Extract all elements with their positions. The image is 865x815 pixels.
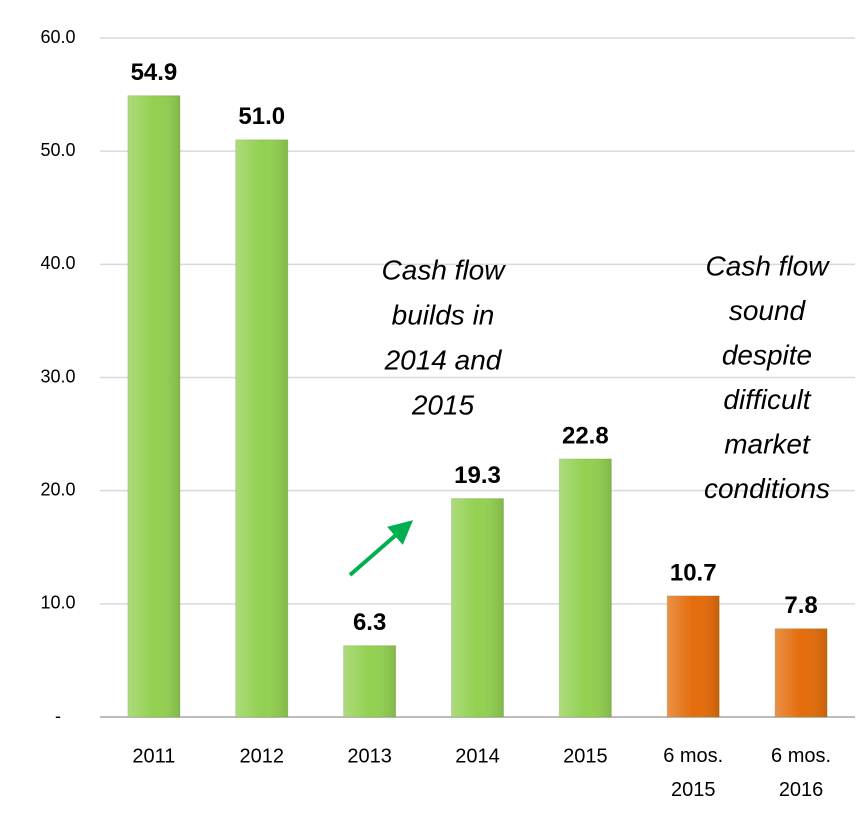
x-tick-label: 6 mos. 2016 <box>771 745 831 801</box>
y-tick-label: 10.0 <box>40 593 75 613</box>
y-tick-label: 30.0 <box>40 366 75 386</box>
x-tick-label: 2015 <box>563 745 608 767</box>
bar <box>127 95 181 718</box>
annotation: Cash flow <box>382 254 507 285</box>
y-tick-label: 50.0 <box>40 140 75 160</box>
bar <box>343 645 397 718</box>
y-tick-label: - <box>55 706 61 726</box>
bar <box>558 458 612 718</box>
x-tick-label: 2011 <box>132 745 175 767</box>
value-label: 22.8 <box>562 422 609 449</box>
annotation: 2015 <box>411 389 475 420</box>
y-tick-label: 60.0 <box>40 27 75 47</box>
x-tick-label: 2014 <box>455 745 500 767</box>
bar <box>235 139 289 718</box>
annotation: 2014 and <box>384 344 503 375</box>
x-tick-label: 2013 <box>347 745 392 767</box>
value-label: 54.9 <box>131 59 178 86</box>
annotation: builds in <box>392 299 495 330</box>
value-label: 7.8 <box>784 592 817 619</box>
value-label: 19.3 <box>454 462 501 489</box>
y-tick-label: 40.0 <box>40 253 75 273</box>
x-tick-label: 6 mos. 2015 <box>663 745 723 801</box>
bar <box>774 628 828 718</box>
annotation: conditions <box>704 473 830 504</box>
annotation: sound <box>729 295 807 326</box>
annotation: difficult <box>723 384 811 415</box>
trend-arrow <box>348 520 414 577</box>
value-label: 6.3 <box>353 609 386 636</box>
bar <box>666 595 720 718</box>
x-tick-label: 2012 <box>240 745 285 767</box>
y-tick-label: 20.0 <box>40 479 75 499</box>
value-label: 10.7 <box>670 559 717 586</box>
value-label: 51.0 <box>238 103 285 130</box>
bar <box>451 498 504 718</box>
annotation: despite <box>722 339 812 370</box>
annotation: Cash flow <box>706 250 831 281</box>
annotation: market <box>724 428 811 459</box>
